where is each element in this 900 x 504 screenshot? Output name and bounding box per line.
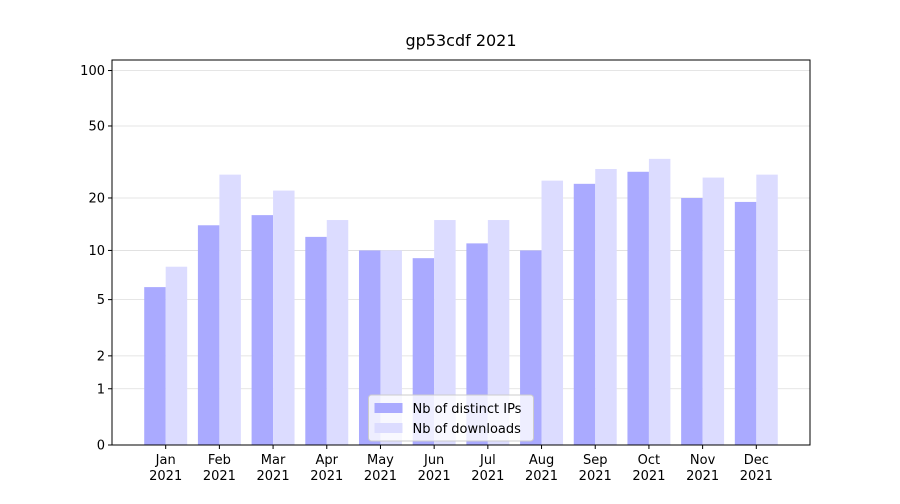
legend-box	[368, 394, 534, 442]
x-tick-label: Jul 2021	[471, 453, 505, 484]
bar	[251, 215, 274, 445]
bar	[326, 220, 349, 445]
bar	[197, 225, 220, 445]
x-tick-label: Jun 2021	[417, 453, 451, 484]
legend-swatch	[374, 403, 403, 413]
y-tick-label: 5	[97, 293, 105, 308]
y-tick-label: 1	[97, 382, 105, 397]
x-tick-label: May 2021	[363, 453, 397, 484]
legend-swatch	[374, 423, 403, 433]
y-tick-label: 2	[97, 349, 105, 364]
x-tick-label: Mar 2021	[256, 453, 290, 484]
y-tick-label: 50	[88, 119, 105, 134]
x-tick-label: Sep 2021	[578, 453, 612, 484]
bar	[627, 171, 649, 445]
bar	[681, 197, 703, 445]
x-tick-label: Feb 2021	[202, 453, 236, 484]
bar	[165, 266, 188, 445]
bar	[219, 174, 241, 445]
bar	[541, 180, 564, 445]
bar	[734, 201, 757, 445]
legend-label: Nb of distinct IPs	[413, 402, 522, 417]
y-tick-label: 10	[88, 244, 105, 259]
bar	[756, 174, 778, 445]
x-tick-label: Aug 2021	[524, 453, 559, 484]
bar	[273, 190, 295, 445]
bar	[434, 220, 456, 445]
x-tick-label: Jan 2021	[149, 453, 183, 484]
bar	[648, 158, 671, 445]
bar	[487, 220, 510, 445]
x-tick-label: Dec 2021	[739, 453, 773, 484]
x-tick-label: Oct 2021	[632, 453, 666, 484]
y-tick-label: 100	[80, 64, 105, 79]
bar	[702, 177, 725, 445]
bar	[595, 169, 617, 446]
legend-label: Nb of downloads	[413, 422, 522, 437]
chart-title: gp53cdf 2021	[405, 31, 516, 50]
bar	[305, 236, 327, 445]
plot-frame	[111, 59, 811, 446]
y-tick-label: 20	[88, 191, 105, 206]
bar	[144, 287, 166, 445]
x-tick-label: Nov 2021	[686, 453, 720, 484]
x-tick-label: Apr 2021	[310, 453, 344, 484]
bar	[573, 183, 596, 445]
legend: Nb of distinct IPs Nb of downloads	[368, 394, 534, 442]
y-tick-label: 0	[97, 439, 105, 454]
